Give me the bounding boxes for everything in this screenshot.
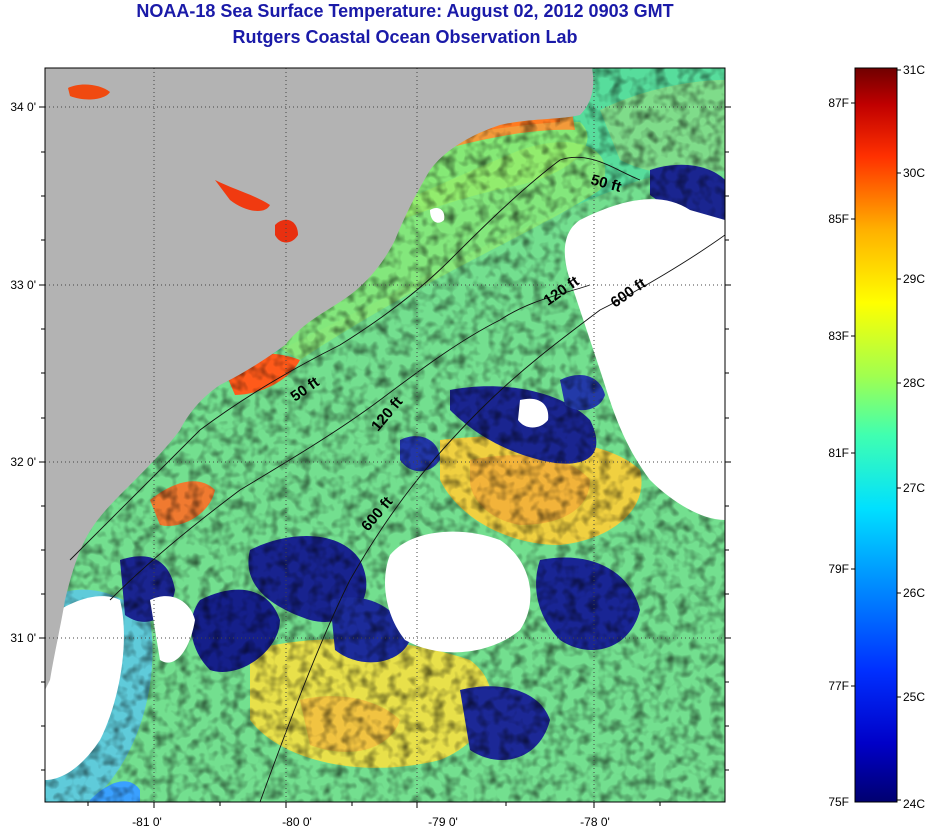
lake-patch bbox=[215, 180, 270, 212]
lat-label-34: 34 0' bbox=[10, 100, 36, 114]
colorbar-f-83: 83F bbox=[828, 329, 849, 343]
colorbar-ramp bbox=[854, 67, 898, 803]
lat-label-33: 33 0' bbox=[10, 278, 36, 292]
colorbar-c-27: 27C bbox=[903, 481, 925, 495]
depth-contours bbox=[69, 156, 725, 802]
colorbar-celsius-ticks bbox=[897, 69, 901, 801]
lon-label-79: -79 0' bbox=[428, 815, 458, 829]
lake-patch bbox=[68, 84, 110, 100]
colorbar-c-31: 31C bbox=[903, 63, 925, 77]
map-frame bbox=[44, 67, 726, 803]
colorbar-fahrenheit-ticks bbox=[851, 102, 855, 687]
colorbar-c-26: 26C bbox=[903, 586, 925, 600]
map-ticks bbox=[39, 106, 731, 808]
lon-label-78: -78 0' bbox=[580, 815, 610, 829]
land-mass bbox=[45, 68, 594, 690]
colorbar-f-81: 81F bbox=[828, 446, 849, 460]
colorbar-f-79: 79F bbox=[828, 562, 849, 576]
lat-label-32: 32 0' bbox=[10, 455, 36, 469]
colorbar-f-87: 87F bbox=[828, 96, 849, 110]
colorbar-f-77: 77F bbox=[828, 679, 849, 693]
colorbar-c-30: 30C bbox=[903, 166, 925, 180]
lake-patch bbox=[275, 219, 298, 243]
colorbar-c-25: 25C bbox=[903, 690, 925, 704]
colorbar-f-85: 85F bbox=[828, 212, 849, 226]
colorbar-c-24: 24C bbox=[903, 797, 925, 811]
map-title: NOAA-18 Sea Surface Temperature: August … bbox=[136, 1, 674, 21]
graticule bbox=[45, 68, 725, 802]
colorbar-c-28: 28C bbox=[903, 376, 925, 390]
lat-label-31: 31 0' bbox=[10, 631, 36, 645]
lon-label-80: -80 0' bbox=[282, 815, 312, 829]
map-subtitle: Rutgers Coastal Ocean Observation Lab bbox=[232, 27, 578, 47]
colorbar-c-29: 29C bbox=[903, 272, 925, 286]
lon-label-81: -81 0' bbox=[132, 815, 162, 829]
colorbar-f-75: 75F bbox=[828, 795, 849, 809]
cloud-mask bbox=[45, 199, 725, 780]
